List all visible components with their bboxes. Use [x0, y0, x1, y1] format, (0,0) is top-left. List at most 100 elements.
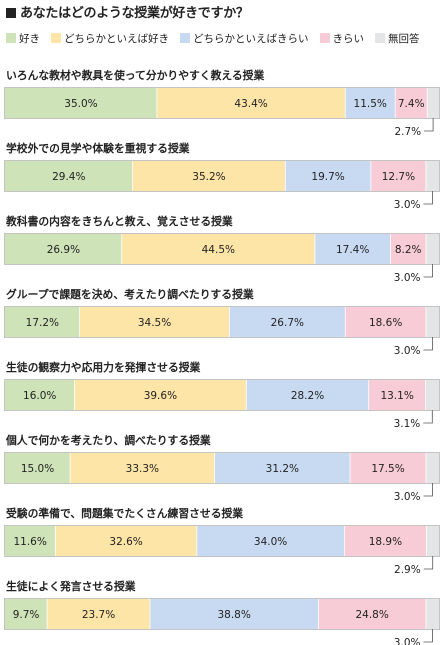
bar-segment-5-4: [425, 453, 439, 483]
bar-segment-3-4: [425, 307, 439, 337]
question-label-0: いろんな教材や教具を使って分かりやすく教える授業: [6, 68, 264, 82]
value-label-2-1: 44.5%: [202, 244, 235, 256]
leader-line-5: [423, 483, 433, 497]
bar-segment-1-2: [285, 161, 371, 191]
bar-segment-6-1: [55, 526, 197, 556]
bar-segment-6-3: [344, 526, 427, 556]
bar-segment-3-1: [79, 307, 230, 337]
question-label-6: 受験の準備で、問題集でたくさん練習させる授業: [6, 506, 243, 520]
legend-item-0: 好き: [6, 31, 40, 46]
bar-segment-6-4: [426, 526, 439, 556]
legend: 好き どちらかといえば好き どちらかといえばきらい きらい 無回答: [6, 30, 420, 46]
value-label-2-2: 17.4%: [336, 244, 369, 256]
value-label-2-0: 26.9%: [47, 244, 80, 256]
value-label-1-0: 29.4%: [52, 171, 85, 183]
value-label-0-0: 35.0%: [64, 98, 97, 110]
value-label-4-1: 39.6%: [144, 390, 177, 402]
question-label-3: グループで課題を決め、考えたり調べたりする授業: [6, 287, 254, 301]
bar-segment-5-0: [5, 453, 71, 483]
value-label-4-4: 3.1%: [394, 418, 421, 430]
legend-item-3: きらい: [319, 31, 365, 46]
value-label-6-2: 34.0%: [254, 536, 287, 548]
value-label-5-4: 3.0%: [394, 491, 421, 503]
bar-segment-7-2: [149, 599, 319, 629]
bar-segment-7-3: [318, 599, 426, 629]
bar-segment-1-0: [5, 161, 133, 191]
bar-segment-0-1: [156, 88, 346, 118]
value-label-6-1: 32.6%: [109, 536, 142, 548]
bar-segment-1-1: [132, 161, 286, 191]
legend-swatch-4: [375, 33, 385, 43]
legend-swatch-1: [51, 33, 61, 43]
value-label-5-2: 31.2%: [266, 463, 299, 475]
bar-segment-4-1: [74, 380, 247, 410]
bar-segment-1-4: [425, 161, 439, 191]
bar-segment-2-3: [390, 234, 426, 264]
bar-segment-3-3: [345, 307, 426, 337]
leader-line-3: [423, 337, 433, 351]
legend-label-1: どちらかといえば好き: [64, 32, 169, 45]
value-label-7-2: 38.8%: [217, 609, 250, 621]
value-label-3-0: 17.2%: [26, 317, 59, 329]
bar-segment-3-2: [229, 307, 346, 337]
question-label-5: 個人で何かを考えたり、調べたりする授業: [5, 433, 211, 447]
bar-frame-1: [4, 160, 440, 192]
value-label-3-2: 26.7%: [271, 317, 304, 329]
legend-label-0: 好き: [19, 32, 40, 45]
bar-segment-3-0: [5, 307, 80, 337]
legend-label-2: どちらかといえばきらい: [193, 32, 309, 45]
leader-line-2: [423, 264, 433, 278]
chart-title-text: あなたはどのような授業が好きですか？: [20, 6, 249, 21]
bar-segment-2-1: [121, 234, 315, 264]
leader-line-1: [423, 191, 433, 205]
value-label-7-1: 23.7%: [82, 609, 115, 621]
leader-line-7: [423, 629, 433, 643]
bar-segment-5-3: [350, 453, 426, 483]
bar-frame-0: [4, 87, 440, 119]
value-label-5-1: 33.3%: [126, 463, 159, 475]
legend-label-4: 無回答: [388, 32, 420, 45]
value-label-1-4: 3.0%: [394, 199, 421, 211]
legend-swatch-3: [319, 33, 330, 43]
bar-segment-5-2: [214, 453, 351, 483]
bar-segment-7-1: [47, 599, 150, 629]
bar-segment-7-0: [5, 599, 48, 629]
bar-segment-0-3: [395, 88, 428, 118]
bar-frame-4: [4, 379, 440, 411]
value-label-3-1: 34.5%: [138, 317, 171, 329]
bar-segment-4-0: [5, 380, 75, 410]
bar-segment-0-2: [345, 88, 396, 118]
legend-item-2: どちらかといえばきらい: [180, 31, 309, 46]
bar-frame-6: [4, 525, 440, 557]
bar-segment-7-4: [425, 599, 439, 629]
value-label-0-2: 11.5%: [354, 98, 387, 110]
value-label-4-2: 28.2%: [291, 390, 324, 402]
value-label-1-1: 35.2%: [192, 171, 225, 183]
leader-line-4: [423, 410, 433, 424]
bar-segment-6-2: [196, 526, 345, 556]
value-label-5-0: 15.0%: [21, 463, 54, 475]
bar-segment-4-4: [425, 380, 439, 410]
value-label-0-1: 43.4%: [234, 98, 267, 110]
bar-segment-4-3: [368, 380, 426, 410]
question-label-7: 生徒によく発言させる授業: [6, 579, 136, 593]
bar-segment-0-0: [5, 88, 157, 118]
value-label-3-4: 3.0%: [394, 345, 421, 357]
chart-title: あなたはどのような授業が好きですか？: [6, 2, 249, 21]
bar-segment-6-0: [5, 526, 56, 556]
value-label-7-3: 24.8%: [355, 609, 388, 621]
value-label-6-0: 11.6%: [13, 536, 46, 548]
question-label-1: 学校外での見学や体験を重視する授業: [6, 141, 190, 155]
value-label-5-3: 17.5%: [371, 463, 404, 475]
legend-label-3: きらい: [332, 32, 365, 45]
value-label-1-2: 19.7%: [311, 171, 344, 183]
bar-segment-5-1: [70, 453, 215, 483]
value-label-2-4: 3.0%: [394, 272, 421, 284]
bar-frame-7: [4, 598, 440, 630]
value-label-6-4: 2.9%: [394, 564, 421, 576]
value-label-0-3: 7.4%: [398, 98, 425, 110]
bar-segment-2-4: [425, 234, 439, 264]
bar-frame-3: [4, 306, 440, 338]
legend-swatch-2: [180, 33, 190, 43]
